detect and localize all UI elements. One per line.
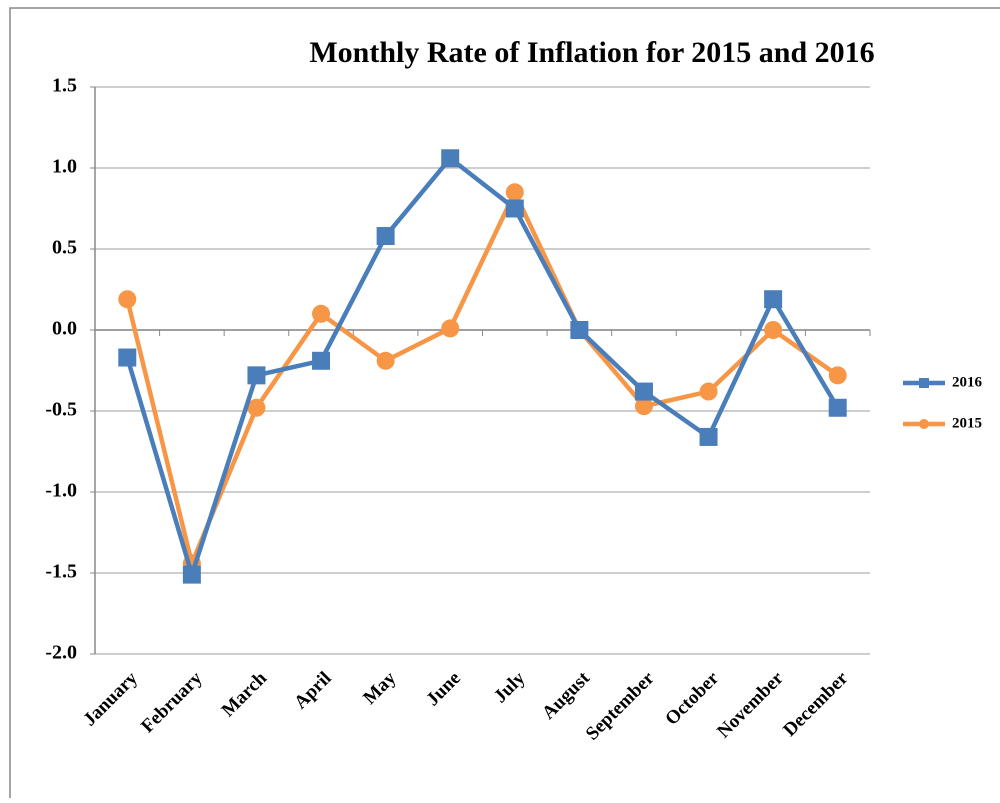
data-point (441, 319, 460, 338)
y-tick-label: 1.0 (52, 156, 77, 178)
data-point (699, 427, 718, 446)
series-line (125, 190, 840, 566)
data-point (312, 304, 331, 323)
y-tick-label: -0.5 (45, 399, 77, 421)
data-point (376, 227, 395, 246)
legend-marker (919, 378, 929, 388)
legend-marker (919, 419, 929, 429)
data-point (634, 397, 653, 416)
data-point (570, 321, 589, 339)
data-point (634, 382, 653, 401)
data-point (182, 565, 201, 584)
legend-label: 2016 (952, 374, 983, 390)
data-point (376, 351, 395, 370)
y-tick-label: 0.0 (52, 318, 77, 340)
y-tick-label: 1.5 (52, 75, 77, 97)
legend-label: 2015 (952, 415, 982, 431)
chart-title: Monthly Rate of Inflation for 2015 and 2… (309, 36, 874, 69)
data-point (441, 149, 460, 168)
data-point (505, 183, 524, 202)
data-point (312, 351, 331, 370)
series-line (125, 156, 840, 577)
y-tick-label: 0.5 (52, 237, 77, 259)
data-point (505, 199, 524, 218)
data-point (118, 290, 137, 309)
y-tick-label: -1.0 (45, 480, 77, 502)
data-point (764, 321, 783, 339)
data-point (828, 366, 847, 385)
data-point (828, 398, 847, 417)
y-tick-label: -1.5 (45, 561, 77, 583)
data-point (764, 290, 783, 309)
data-point (247, 366, 266, 385)
data-point (118, 348, 137, 367)
data-point (699, 382, 718, 401)
y-tick-label: -2.0 (45, 642, 77, 664)
data-point (247, 398, 266, 417)
